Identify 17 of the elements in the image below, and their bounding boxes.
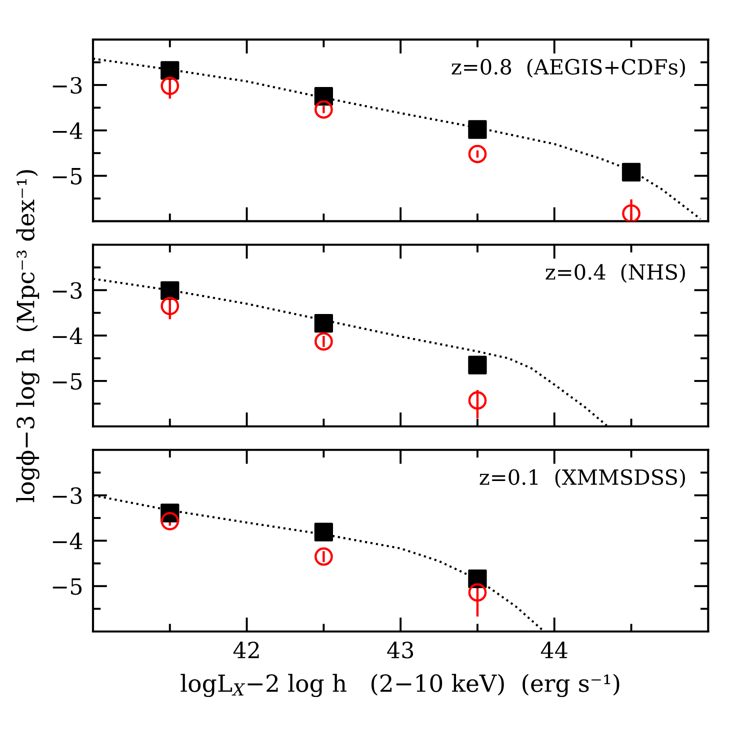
x-tick-label: 42 [233,642,259,658]
y-tick-label: −4 [52,122,82,139]
y-axis-title: logϕ−3 log h (Mpc⁻³ dex⁻¹) [16,170,40,502]
y-tick-label: −4 [52,328,82,344]
y-tick-label: −3 [52,76,82,94]
x-tick-label: 43 [387,642,414,658]
y-tick-label: −4 [52,532,82,550]
annotation: z=0.1 (XMMSDSS) [480,468,685,488]
y-tick-label: −5 [52,168,82,185]
x-axis-title: logL$_{X}$−2 log h (2−10 keV) (erg s⁻¹) [180,674,620,698]
y-tick-label: −5 [52,578,82,595]
y-tick-label: −5 [52,373,82,390]
y-tick-label: −3 [52,487,82,504]
annotation: z=0.4 (NHS) [546,264,685,283]
x-tick-label: 44 [540,642,568,658]
annotation: z=0.8 (AEGIS+CDFs) [452,58,685,78]
y-tick-label: −3 [52,282,82,299]
